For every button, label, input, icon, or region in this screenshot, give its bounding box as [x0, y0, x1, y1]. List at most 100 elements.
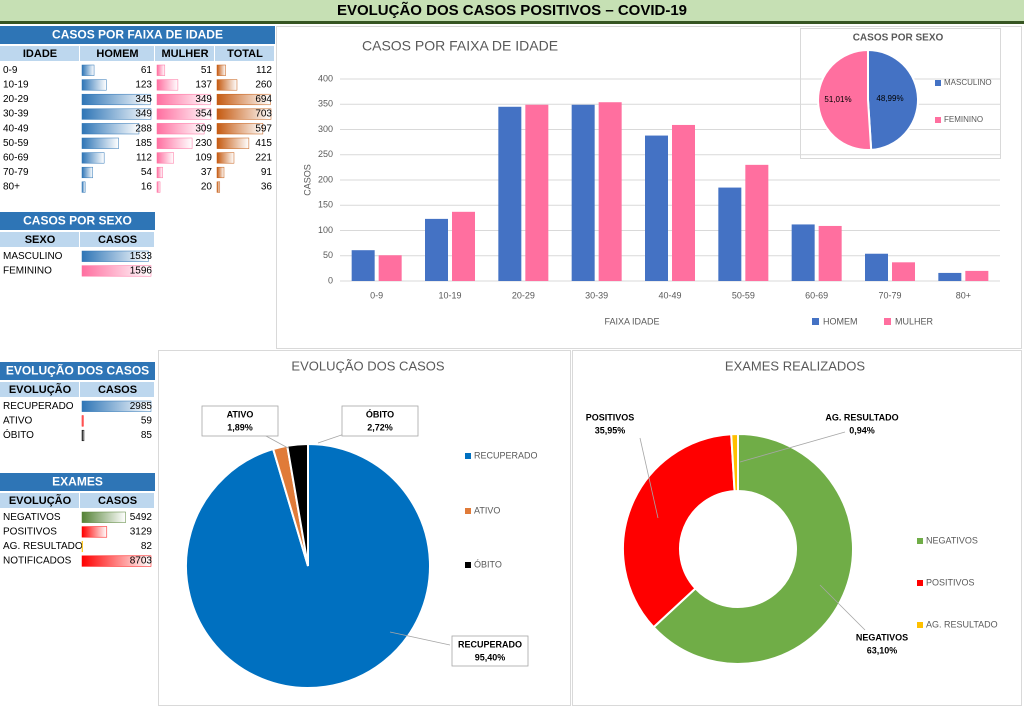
leader-line	[739, 431, 846, 463]
header-band	[0, 0, 1024, 21]
table-cell: 20	[201, 182, 213, 193]
table-cell: 20-29	[3, 94, 29, 105]
data-bar	[216, 79, 238, 91]
y-tick-label: 0	[328, 275, 333, 285]
table-title: EVOLUÇÃO DOS CASOS	[6, 363, 149, 378]
data-bar	[156, 123, 205, 135]
leader-line	[639, 437, 659, 519]
page-title: EVOLUÇÃO DOS CASOS POSITIVOS – COVID-19	[337, 1, 687, 19]
legend-label: ÓBITO	[474, 559, 502, 569]
table-header: EVOLUÇÃO	[9, 383, 72, 396]
table-title-bg	[0, 212, 155, 230]
data-bar	[216, 137, 250, 149]
legend-swatch	[917, 580, 923, 586]
table-cell: 8703	[130, 556, 153, 567]
y-tick-label: 400	[318, 73, 333, 83]
table-header-cell	[80, 46, 154, 61]
data-bar	[216, 64, 226, 76]
legend-swatch	[917, 538, 923, 544]
table-cell: 82	[141, 541, 153, 552]
bar	[791, 224, 815, 281]
bar	[938, 272, 962, 281]
chart-title: CASOS POR FAIXA DE IDADE	[362, 38, 558, 54]
x-tick-label: 30-39	[585, 290, 608, 300]
bar	[818, 225, 842, 281]
data-label: 48,99%	[876, 94, 903, 103]
table-cell: 109	[195, 153, 212, 164]
table-cell: 80+	[3, 182, 20, 193]
data-bar	[81, 415, 84, 427]
table-cell: 5492	[130, 512, 153, 523]
bar	[965, 270, 989, 281]
table-cell: 185	[135, 138, 152, 149]
bar	[351, 250, 375, 281]
data-bar	[216, 166, 225, 179]
table-cell: 349	[195, 94, 212, 105]
table-cell: 85	[141, 430, 153, 441]
data-bar	[216, 123, 264, 135]
donut-slice	[622, 433, 736, 629]
table-cell: 1533	[130, 251, 153, 262]
data-label: 63,10%	[867, 645, 898, 655]
table-cell: POSITIVOS	[3, 527, 57, 538]
x-axis-label: FAIXA IDADE	[604, 316, 659, 326]
table-cell: 36	[261, 182, 273, 193]
x-tick-label: 20-29	[512, 290, 535, 300]
leader-line	[389, 631, 451, 646]
table-title: CASOS POR FAIXA DE IDADE	[52, 28, 223, 42]
x-tick-label: 50-59	[732, 290, 755, 300]
donut-slice	[730, 432, 739, 493]
data-label-category: NEGATIVOS	[856, 632, 908, 642]
data-bar	[81, 555, 152, 567]
legend-label: RECUPERADO	[474, 450, 538, 460]
table-header: CASOS	[98, 384, 137, 396]
data-label: 0,94%	[849, 425, 875, 435]
table-header: TOTAL	[227, 48, 263, 60]
table-cell: 123	[135, 80, 152, 91]
table-cell: 70-79	[3, 167, 29, 178]
bar	[498, 106, 522, 282]
data-label: 2,72%	[367, 422, 393, 432]
table-cell: 1596	[130, 266, 153, 277]
chart-title: EXAMES REALIZADOS	[725, 358, 865, 373]
y-tick-label: 50	[323, 250, 333, 260]
table-header: CASOS	[98, 234, 137, 246]
y-axis-label: CASOS	[302, 164, 312, 196]
table-header-cell	[80, 493, 154, 508]
bar	[718, 187, 742, 281]
table-header-cell	[0, 493, 79, 508]
table-cell: RECUPERADO	[3, 401, 74, 412]
legend-label: NEGATIVOS	[926, 535, 978, 545]
data-bar	[81, 123, 140, 135]
table-cell: 30-39	[3, 109, 29, 120]
data-bar	[81, 166, 93, 179]
x-tick-label: 70-79	[878, 290, 901, 300]
data-label: 35,95%	[595, 425, 626, 435]
chart-title: EVOLUÇÃO DOS CASOS	[291, 358, 444, 373]
table-cell: ATIVO	[3, 416, 32, 427]
data-bar	[216, 152, 235, 164]
table-cell: 309	[195, 123, 212, 134]
legend-swatch	[935, 117, 941, 123]
table-cell: NEGATIVOS	[3, 512, 61, 523]
y-tick-label: 150	[318, 200, 333, 210]
table-title-bg	[0, 473, 155, 491]
x-tick-label: 10-19	[438, 290, 461, 300]
legend-swatch	[812, 318, 819, 325]
table-cell: 221	[255, 153, 272, 164]
table-header-cell	[0, 232, 79, 247]
table-cell: 51	[201, 65, 213, 76]
bar	[745, 164, 769, 281]
data-bar	[81, 265, 152, 277]
pie-slice	[286, 442, 309, 567]
table-cell: 345	[135, 94, 152, 105]
bar	[892, 262, 915, 281]
table-header: HOMEM	[96, 48, 138, 60]
table-cell: 37	[201, 167, 213, 178]
table-title-bg	[0, 26, 275, 44]
data-bar	[81, 526, 108, 538]
data-label-category: RECUPERADO	[458, 639, 522, 649]
data-bar	[81, 64, 95, 76]
table-cell: 694	[255, 94, 272, 105]
